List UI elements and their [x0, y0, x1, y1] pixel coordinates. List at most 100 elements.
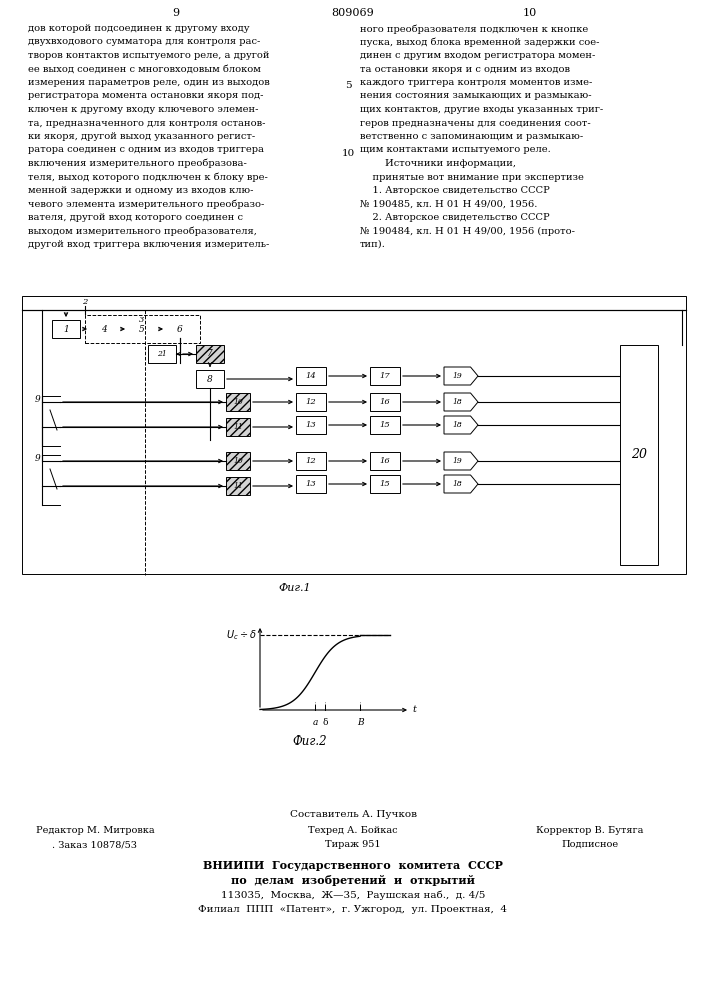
Text: 16: 16	[380, 457, 390, 465]
Text: Филиал  ППП  «Патент»,  г. Ужгород,  ул. Проектная,  4: Филиал ППП «Патент», г. Ужгород, ул. Про…	[199, 905, 508, 914]
Text: та остановки якоря и с одним из входов: та остановки якоря и с одним из входов	[360, 64, 570, 74]
Polygon shape	[444, 452, 478, 470]
Text: чевого элемента измерительного преобразо-: чевого элемента измерительного преобразо…	[28, 200, 264, 209]
Text: творов контактов испытуемого реле, а другой: творов контактов испытуемого реле, а дру…	[28, 51, 269, 60]
Text: 6: 6	[177, 324, 183, 334]
Bar	[52, 320, 80, 338]
Text: 5: 5	[139, 324, 145, 334]
Text: та, предназначенного для контроля останов-: та, предназначенного для контроля остано…	[28, 118, 266, 127]
Polygon shape	[444, 475, 478, 493]
Text: 19: 19	[452, 372, 462, 380]
Bar	[370, 416, 400, 434]
Bar	[90, 320, 118, 338]
Text: 13: 13	[305, 421, 316, 429]
Text: 9: 9	[173, 8, 180, 18]
Bar	[296, 416, 326, 434]
Text: менной задержки и одному из входов клю-: менной задержки и одному из входов клю-	[28, 186, 254, 195]
Text: 3: 3	[139, 316, 145, 324]
Text: 20: 20	[631, 448, 647, 462]
Text: 1: 1	[63, 324, 69, 334]
Text: ее выход соединен с многовходовым блоком: ее выход соединен с многовходовым блоком	[28, 64, 261, 74]
Text: теля, выход которого подключен к блоку вре-: теля, выход которого подключен к блоку в…	[28, 172, 268, 182]
Text: 13: 13	[305, 480, 316, 488]
Polygon shape	[444, 416, 478, 434]
Text: 809069: 809069	[332, 8, 375, 18]
Text: $U_c\div\delta$: $U_c\div\delta$	[226, 628, 257, 642]
Text: выходом измерительного преобразователя,: выходом измерительного преобразователя,	[28, 227, 257, 236]
Text: нения состояния замыкающих и размыкаю-: нения состояния замыкающих и размыкаю-	[360, 92, 592, 101]
Text: 15: 15	[380, 421, 390, 429]
Text: по  делам  изобретений  и  открытий: по делам изобретений и открытий	[231, 875, 475, 886]
Text: вателя, другой вход которого соединен с: вателя, другой вход которого соединен с	[28, 213, 243, 222]
Text: Подписное: Подписное	[561, 840, 619, 849]
Polygon shape	[444, 393, 478, 411]
Text: ветственно с запоминающим и размыкаю-: ветственно с запоминающим и размыкаю-	[360, 132, 583, 141]
Bar	[226, 452, 250, 470]
Text: 8: 8	[207, 374, 213, 383]
Text: 9: 9	[35, 454, 41, 463]
Text: 18: 18	[452, 398, 462, 406]
Text: B: B	[357, 718, 363, 727]
Bar	[370, 475, 400, 493]
Bar	[296, 393, 326, 411]
Bar	[85, 315, 200, 343]
Text: a: a	[312, 718, 317, 727]
Bar	[296, 475, 326, 493]
Bar	[226, 477, 250, 495]
Text: геров предназначены для соединения соот-: геров предназначены для соединения соот-	[360, 118, 591, 127]
Text: Источники информации,: Источники информации,	[360, 159, 516, 168]
Bar	[226, 393, 250, 411]
Text: ключен к другому входу ключевого элемен-: ключен к другому входу ключевого элемен-	[28, 105, 259, 114]
Text: тип).: тип).	[360, 240, 386, 249]
Text: 17: 17	[380, 372, 390, 380]
Text: 14: 14	[305, 372, 316, 380]
Text: ки якоря, другой выход указанного регист-: ки якоря, другой выход указанного регист…	[28, 132, 255, 141]
Text: 10: 10	[233, 398, 243, 406]
Text: 18: 18	[452, 480, 462, 488]
Text: 10: 10	[233, 457, 243, 465]
Text: 2: 2	[82, 298, 88, 306]
Text: 11: 11	[233, 482, 243, 490]
Text: 16: 16	[380, 398, 390, 406]
Text: регистратора момента остановки якоря под-: регистратора момента остановки якоря под…	[28, 92, 264, 101]
Bar	[148, 345, 176, 363]
Bar	[296, 367, 326, 385]
Text: Корректор В. Бутяга: Корректор В. Бутяга	[537, 826, 643, 835]
Bar	[370, 367, 400, 385]
Text: Фиг.1: Фиг.1	[279, 583, 311, 593]
Bar	[226, 418, 250, 436]
Text: 12: 12	[305, 398, 316, 406]
Text: ного преобразователя подключен к кнопке: ного преобразователя подключен к кнопке	[360, 24, 588, 33]
Text: измерения параметров реле, один из выходов: измерения параметров реле, один из выход…	[28, 78, 270, 87]
Text: № 190485, кл. Н 01 Н 49/00, 1956.: № 190485, кл. Н 01 Н 49/00, 1956.	[360, 200, 537, 209]
Text: 4: 4	[101, 324, 107, 334]
Text: 10: 10	[523, 8, 537, 18]
Bar	[196, 370, 224, 388]
Text: щих контактов, другие входы указанных триг-: щих контактов, другие входы указанных тр…	[360, 105, 603, 114]
Text: . Заказ 10878/53: . Заказ 10878/53	[52, 840, 137, 849]
Bar	[296, 452, 326, 470]
Text: Редактор М. Митровка: Редактор М. Митровка	[35, 826, 154, 835]
Text: 2. Авторское свидетельство СССР: 2. Авторское свидетельство СССР	[360, 213, 549, 222]
Text: щим контактами испытуемого реле.: щим контактами испытуемого реле.	[360, 145, 551, 154]
Text: 18: 18	[452, 421, 462, 429]
Text: Техред А. Бойкас: Техред А. Бойкас	[308, 826, 398, 835]
Text: каждого триггера контроля моментов изме-: каждого триггера контроля моментов изме-	[360, 78, 592, 87]
Text: динен с другим входом регистратора момен-: динен с другим входом регистратора момен…	[360, 51, 595, 60]
Bar	[166, 320, 194, 338]
Text: № 190484, кл. Н 01 Н 49/00, 1956 (прото-: № 190484, кл. Н 01 Н 49/00, 1956 (прото-	[360, 227, 575, 236]
Text: 5: 5	[345, 81, 351, 90]
Text: t: t	[412, 704, 416, 714]
Text: 15: 15	[380, 480, 390, 488]
Text: 12: 12	[305, 457, 316, 465]
Text: 19: 19	[452, 457, 462, 465]
Text: пуска, выход блока временной задержки сое-: пуска, выход блока временной задержки со…	[360, 37, 600, 47]
Text: δ: δ	[322, 718, 328, 727]
Text: другой вход триггера включения измеритель-: другой вход триггера включения измерител…	[28, 240, 269, 249]
Text: принятые вот внимание при экспертизе: принятые вот внимание при экспертизе	[360, 172, 584, 182]
Bar	[128, 320, 156, 338]
Text: 11: 11	[233, 423, 243, 431]
Text: включения измерительного преобразова-: включения измерительного преобразова-	[28, 159, 247, 168]
Text: двухвходового сумматора для контроля рас-: двухвходового сумматора для контроля рас…	[28, 37, 260, 46]
Bar	[196, 345, 224, 363]
